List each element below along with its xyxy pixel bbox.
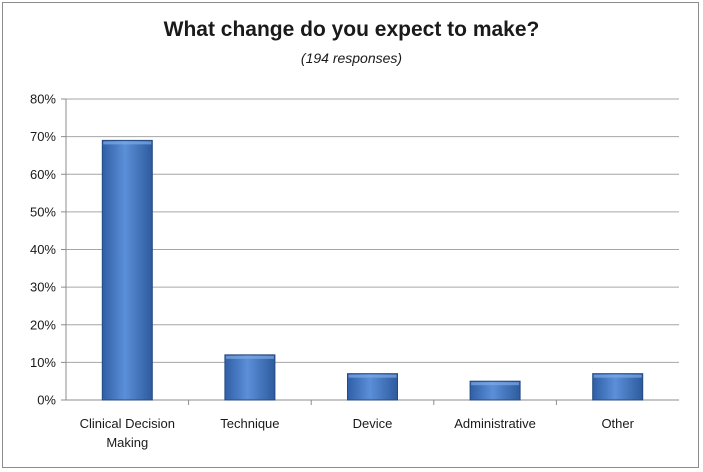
y-tick-label: 40%	[30, 242, 56, 257]
x-category-label: Technique	[220, 416, 279, 431]
bar-top-highlight	[594, 375, 642, 378]
x-category-labels: Clinical Decision Making Technique Device Ad…	[80, 416, 635, 450]
x-category-label: Clinical Decision Making	[80, 416, 175, 450]
gridlines	[66, 99, 679, 362]
bar-top-highlight	[103, 141, 151, 144]
bars	[102, 140, 642, 400]
y-tick-label: 0%	[37, 393, 56, 408]
bar-top-highlight	[471, 382, 519, 385]
y-tick-label: 50%	[30, 204, 56, 219]
x-category-label: Administrative	[454, 416, 536, 431]
y-tick-label: 60%	[30, 167, 56, 182]
y-tick-label: 70%	[30, 129, 56, 144]
y-tick-label: 10%	[30, 355, 56, 370]
bar-technique	[225, 355, 275, 400]
bar-top-highlight	[349, 375, 397, 378]
y-tick-label: 80%	[30, 92, 56, 107]
bar-top-highlight	[226, 356, 274, 359]
x-category-label: Other	[601, 416, 634, 431]
y-tick-label: 30%	[30, 280, 56, 295]
bar-clinical-decision-making	[102, 140, 152, 400]
y-tick-labels: 0% 10% 20% 30% 40% 50% 60% 70% 80%	[30, 92, 56, 408]
axes	[61, 99, 679, 405]
y-tick-label: 20%	[30, 317, 56, 332]
x-category-label: Device	[353, 416, 393, 431]
